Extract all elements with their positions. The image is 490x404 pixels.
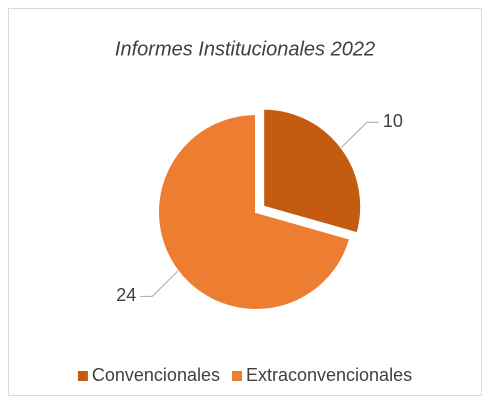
data-label: 10 — [383, 111, 403, 131]
data-label: 24 — [116, 285, 136, 305]
legend-swatch — [77, 371, 88, 381]
legend-swatch — [231, 371, 242, 381]
legend-label: Convencionales — [92, 365, 220, 385]
leader-line — [140, 270, 179, 297]
leader-line — [341, 121, 379, 148]
chart-title: Informes Institucionales 2022 — [115, 38, 375, 60]
pie-slice — [157, 112, 352, 311]
legend-label: Extraconvencionales — [246, 365, 412, 385]
